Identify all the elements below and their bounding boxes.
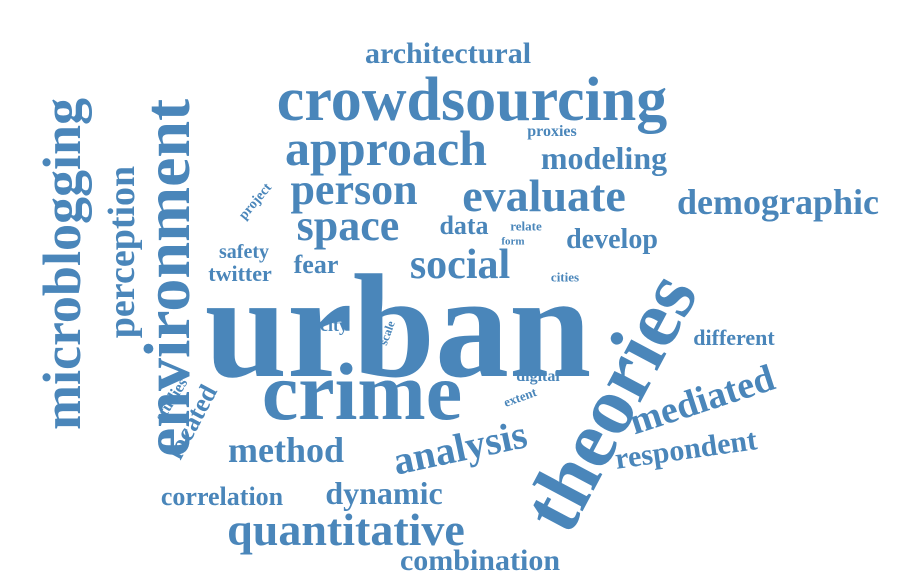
- word-fear: fear: [293, 250, 339, 279]
- word-crime: crime: [261, 346, 463, 437]
- word-safety: safety: [219, 241, 269, 263]
- word-dynamic: dynamic: [325, 475, 443, 511]
- word-project: project: [236, 180, 276, 223]
- word-cities: cities: [550, 269, 580, 285]
- word-modeling: modeling: [540, 140, 668, 176]
- word-data: data: [439, 211, 489, 240]
- word-different: different: [693, 325, 775, 350]
- word-perception: perception: [101, 165, 143, 339]
- word-one: one: [387, 304, 405, 317]
- word-city: city: [320, 315, 348, 335]
- word-architectural: architectural: [364, 37, 532, 70]
- word-quantitative: quantitative: [227, 504, 465, 555]
- word-crowdsourcing: crowdsourcing: [276, 66, 668, 134]
- word-space: space: [296, 201, 400, 250]
- word-digital: digital: [516, 368, 560, 385]
- word-method: method: [228, 430, 344, 470]
- word-approach: approach: [285, 120, 487, 176]
- word-person: person: [290, 165, 418, 214]
- word-urban: urban: [204, 245, 592, 409]
- word-combination: combination: [399, 544, 561, 576]
- word-relate: relate: [510, 218, 542, 234]
- word-social: social: [409, 242, 511, 288]
- word-evaluate: evaluate: [462, 170, 626, 221]
- word-microblogging: microblogging: [32, 97, 92, 431]
- word-correlation: correlation: [160, 482, 284, 511]
- word-twitter: twitter: [208, 261, 272, 286]
- word-form: form: [501, 235, 525, 248]
- word-demographic: demographic: [677, 182, 879, 222]
- word-develop: develop: [566, 224, 658, 255]
- word-proxies: proxies: [527, 123, 577, 140]
